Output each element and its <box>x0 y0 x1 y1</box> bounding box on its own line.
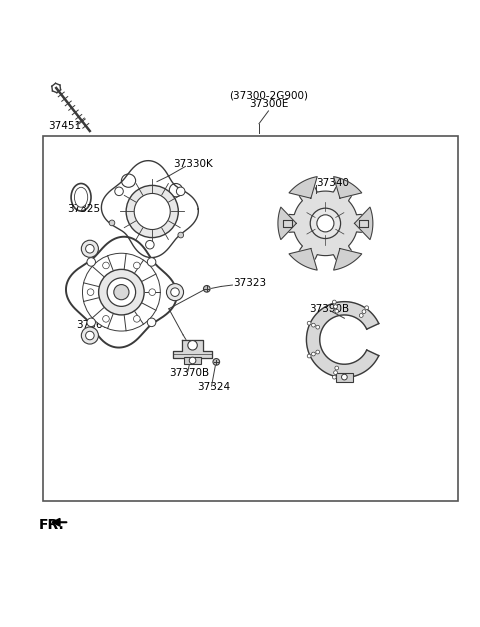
Circle shape <box>333 376 336 379</box>
Polygon shape <box>289 177 317 198</box>
Circle shape <box>147 318 156 327</box>
Circle shape <box>310 208 341 238</box>
Circle shape <box>188 340 197 350</box>
Circle shape <box>109 220 115 226</box>
Circle shape <box>312 352 315 356</box>
Circle shape <box>335 309 339 313</box>
Bar <box>336 373 353 382</box>
Circle shape <box>107 278 136 307</box>
Circle shape <box>316 325 320 329</box>
Text: 37323: 37323 <box>233 278 266 288</box>
Text: 37325: 37325 <box>67 204 100 214</box>
Text: FR.: FR. <box>38 518 64 532</box>
Circle shape <box>103 262 109 269</box>
Polygon shape <box>278 207 296 240</box>
Circle shape <box>307 321 311 325</box>
Text: 37360E: 37360E <box>76 320 116 330</box>
Ellipse shape <box>121 174 136 187</box>
Text: 37451: 37451 <box>48 121 81 131</box>
Circle shape <box>85 245 94 253</box>
Text: 37324: 37324 <box>197 382 230 392</box>
Circle shape <box>316 350 320 354</box>
Ellipse shape <box>169 184 182 197</box>
Circle shape <box>167 283 183 301</box>
Polygon shape <box>306 302 379 377</box>
Circle shape <box>134 194 170 229</box>
Circle shape <box>87 258 96 266</box>
Circle shape <box>362 310 366 314</box>
Circle shape <box>133 315 140 322</box>
Polygon shape <box>279 182 372 265</box>
Circle shape <box>114 285 129 300</box>
Circle shape <box>335 366 339 370</box>
Polygon shape <box>354 207 373 240</box>
Circle shape <box>149 289 156 295</box>
Circle shape <box>171 288 179 297</box>
Circle shape <box>189 357 196 364</box>
Polygon shape <box>66 237 177 347</box>
Circle shape <box>317 215 334 232</box>
Text: (37300-2G900): (37300-2G900) <box>229 91 308 101</box>
Circle shape <box>98 270 144 315</box>
Text: 37340: 37340 <box>316 178 349 188</box>
Bar <box>43 135 458 501</box>
Text: 37330K: 37330K <box>174 159 213 169</box>
Circle shape <box>147 258 156 266</box>
Polygon shape <box>173 340 213 357</box>
Circle shape <box>177 187 185 196</box>
Text: 37390B: 37390B <box>309 303 349 314</box>
Circle shape <box>333 300 336 304</box>
Circle shape <box>145 240 154 249</box>
Text: 37370B: 37370B <box>169 368 209 378</box>
Circle shape <box>312 324 315 327</box>
Circle shape <box>126 186 179 238</box>
Circle shape <box>87 318 96 327</box>
Circle shape <box>115 187 123 196</box>
Circle shape <box>81 240 98 257</box>
Circle shape <box>334 305 337 308</box>
Ellipse shape <box>74 187 88 208</box>
Circle shape <box>85 331 94 340</box>
Polygon shape <box>334 248 362 270</box>
Circle shape <box>87 289 94 295</box>
Polygon shape <box>289 248 317 270</box>
Circle shape <box>307 354 311 358</box>
Circle shape <box>133 262 140 269</box>
Circle shape <box>360 314 363 317</box>
Bar <box>283 220 292 227</box>
Bar <box>184 357 201 364</box>
Bar <box>359 220 368 227</box>
Circle shape <box>81 327 98 344</box>
Circle shape <box>213 359 219 365</box>
Circle shape <box>204 285 210 292</box>
Text: 37300E: 37300E <box>249 99 288 109</box>
Circle shape <box>334 371 337 374</box>
Polygon shape <box>101 161 198 258</box>
Circle shape <box>342 374 347 380</box>
Circle shape <box>103 315 109 322</box>
Circle shape <box>83 253 160 331</box>
Polygon shape <box>334 177 362 198</box>
Circle shape <box>365 306 369 310</box>
Ellipse shape <box>71 184 91 211</box>
Circle shape <box>178 232 183 238</box>
